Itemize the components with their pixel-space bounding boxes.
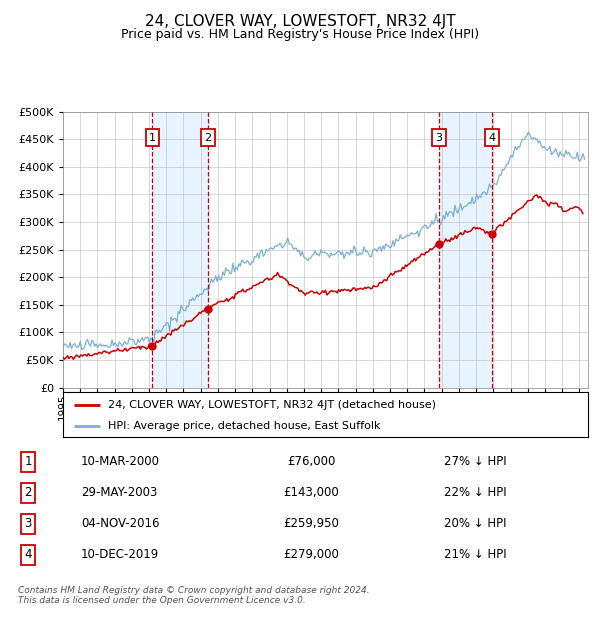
Text: 04-NOV-2016: 04-NOV-2016 — [81, 518, 160, 530]
Bar — [152, 112, 208, 388]
Text: 1: 1 — [25, 456, 32, 468]
Text: £143,000: £143,000 — [284, 487, 340, 499]
Text: £279,000: £279,000 — [284, 549, 340, 561]
Text: 22% ↓ HPI: 22% ↓ HPI — [444, 487, 506, 499]
Text: 1: 1 — [149, 133, 156, 143]
Text: 3: 3 — [25, 518, 32, 530]
Text: £259,950: £259,950 — [284, 518, 340, 530]
Text: Contains HM Land Registry data © Crown copyright and database right 2024.
This d: Contains HM Land Registry data © Crown c… — [18, 586, 370, 605]
Text: 21% ↓ HPI: 21% ↓ HPI — [444, 549, 506, 561]
Text: 3: 3 — [436, 133, 442, 143]
Bar — [439, 112, 492, 388]
Text: 10-MAR-2000: 10-MAR-2000 — [81, 456, 160, 468]
Text: HPI: Average price, detached house, East Suffolk: HPI: Average price, detached house, East… — [107, 421, 380, 431]
Text: 20% ↓ HPI: 20% ↓ HPI — [444, 518, 506, 530]
Text: 24, CLOVER WAY, LOWESTOFT, NR32 4JT: 24, CLOVER WAY, LOWESTOFT, NR32 4JT — [145, 14, 455, 29]
Text: 4: 4 — [25, 549, 32, 561]
Text: 10-DEC-2019: 10-DEC-2019 — [81, 549, 160, 561]
Text: 24, CLOVER WAY, LOWESTOFT, NR32 4JT (detached house): 24, CLOVER WAY, LOWESTOFT, NR32 4JT (det… — [107, 400, 436, 410]
Text: 4: 4 — [489, 133, 496, 143]
Text: 2: 2 — [25, 487, 32, 499]
Text: £76,000: £76,000 — [287, 456, 336, 468]
Text: 2: 2 — [204, 133, 211, 143]
Text: 27% ↓ HPI: 27% ↓ HPI — [444, 456, 506, 468]
Text: 29-MAY-2003: 29-MAY-2003 — [81, 487, 157, 499]
Text: Price paid vs. HM Land Registry's House Price Index (HPI): Price paid vs. HM Land Registry's House … — [121, 28, 479, 41]
